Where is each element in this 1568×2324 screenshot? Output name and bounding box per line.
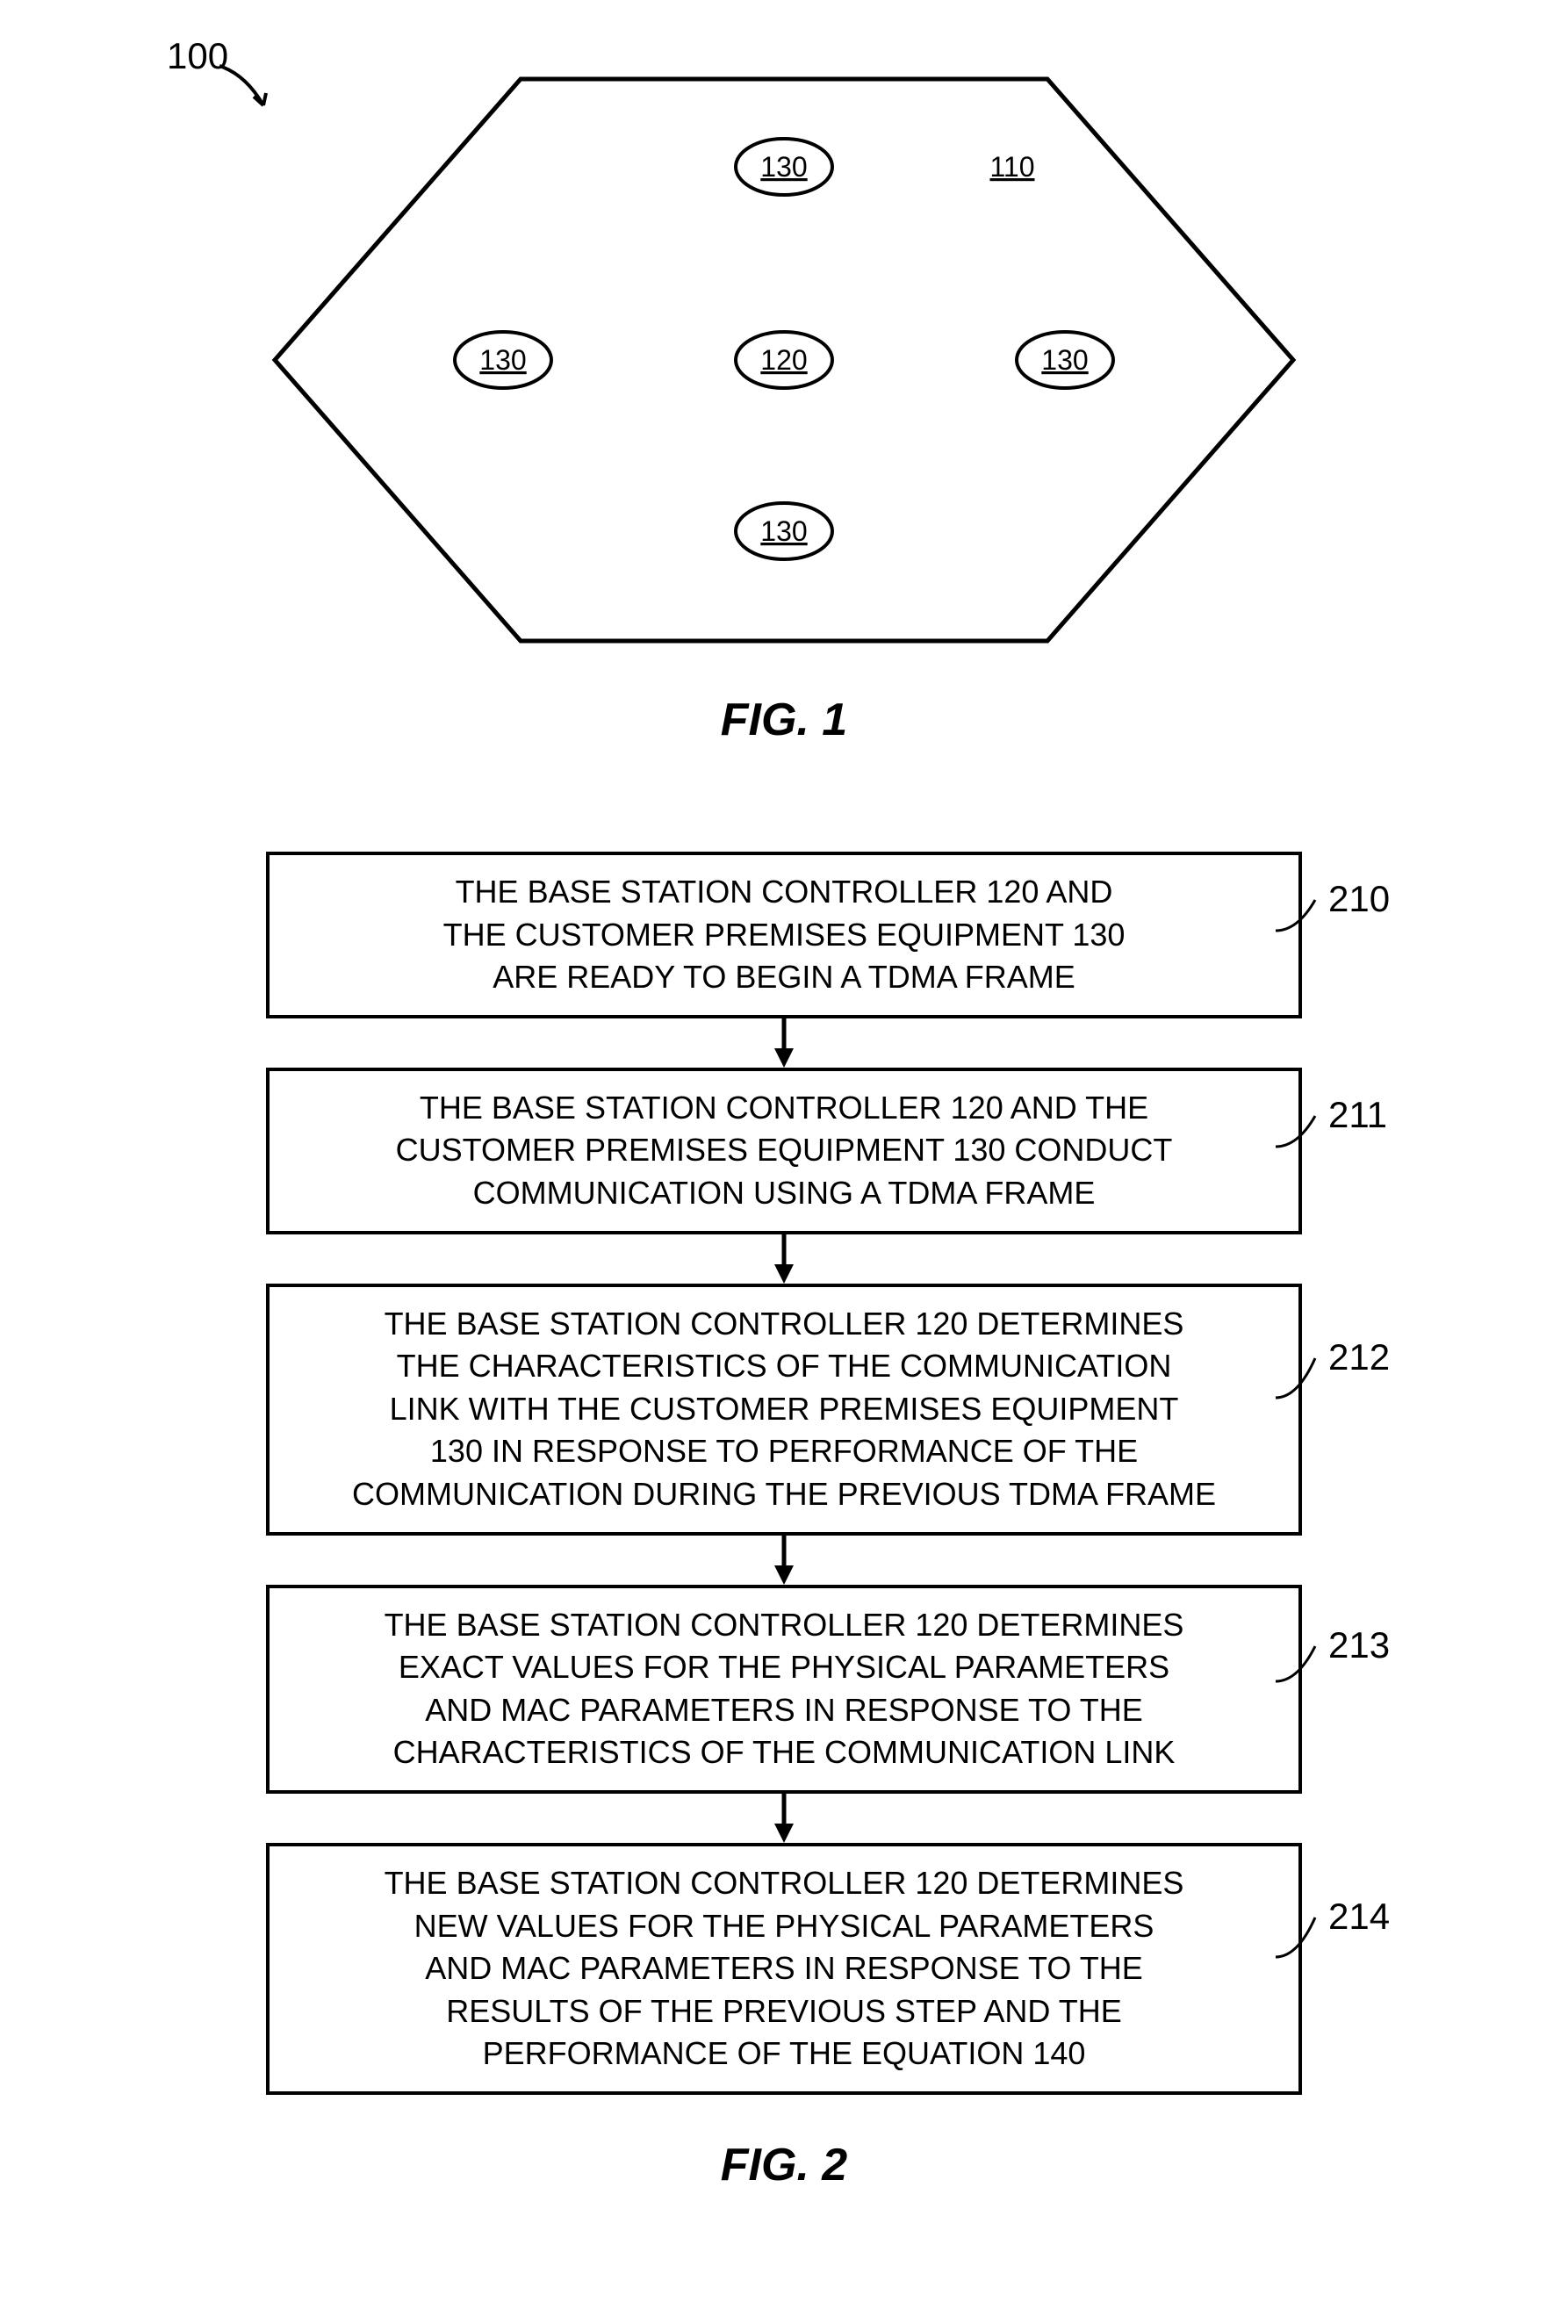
cpe-label-top: 130 <box>760 151 807 183</box>
bsc-label: 120 <box>760 344 807 376</box>
arrow-211-212 <box>766 1234 802 1284</box>
step-ref-210: 210 <box>1328 878 1390 920</box>
arrow-212-213 <box>766 1536 802 1585</box>
step-212-line-2: LINK WITH THE CUSTOMER PREMISES EQUIPMEN… <box>296 1388 1272 1431</box>
leader-arrow-100 <box>215 61 294 123</box>
flow-row-213: THE BASE STATION CONTROLLER 120 DETERMIN… <box>35 1585 1533 1794</box>
step-212-line-3: 130 IN RESPONSE TO PERFORMANCE OF THE <box>296 1430 1272 1473</box>
step-214-line-2: AND MAC PARAMETERS IN RESPONSE TO THE <box>296 1947 1272 1990</box>
fig1-caption: FIG. 1 <box>721 694 847 746</box>
arrow-213-214 <box>766 1794 802 1843</box>
step-210-line-2: ARE READY TO BEGIN A TDMA FRAME <box>296 956 1272 999</box>
step-212-line-1: THE CHARACTERISTICS OF THE COMMUNICATION <box>296 1345 1272 1388</box>
step-210-line-1: THE CUSTOMER PREMISES EQUIPMENT 130 <box>296 914 1272 957</box>
flow-box-212: THE BASE STATION CONTROLLER 120 DETERMIN… <box>266 1284 1302 1536</box>
figure-2: THE BASE STATION CONTROLLER 120 AND THE … <box>35 852 1533 2191</box>
flow-row-210: THE BASE STATION CONTROLLER 120 AND THE … <box>35 852 1533 1018</box>
step-ref-214: 214 <box>1328 1896 1390 1938</box>
arrow-210-211 <box>766 1018 802 1068</box>
fig1-wrapper: 100 130 110 130 120 130 <box>35 53 1533 667</box>
hexagon-cell: 130 110 130 120 130 130 <box>187 53 1381 667</box>
system-ref-label: 100 <box>167 35 228 77</box>
flow-row-214: THE BASE STATION CONTROLLER 120 DETERMIN… <box>35 1843 1533 2095</box>
step-213-line-0: THE BASE STATION CONTROLLER 120 DETERMIN… <box>296 1604 1272 1647</box>
step-211-line-1: CUSTOMER PREMISES EQUIPMENT 130 CONDUCT <box>296 1129 1272 1172</box>
flow-box-211: THE BASE STATION CONTROLLER 120 AND THE … <box>266 1068 1302 1234</box>
flow-row-212: THE BASE STATION CONTROLLER 120 DETERMIN… <box>35 1284 1533 1536</box>
step-211-line-2: COMMUNICATION USING A TDMA FRAME <box>296 1172 1272 1215</box>
flow-box-213: THE BASE STATION CONTROLLER 120 DETERMIN… <box>266 1585 1302 1794</box>
fig2-caption: FIG. 2 <box>721 2139 847 2191</box>
step-214-line-1: NEW VALUES FOR THE PHYSICAL PARAMETERS <box>296 1905 1272 1948</box>
step-ref-211: 211 <box>1328 1094 1387 1136</box>
step-214-line-4: PERFORMANCE OF THE EQUATION 140 <box>296 2033 1272 2076</box>
step-213-line-2: AND MAC PARAMETERS IN RESPONSE TO THE <box>296 1689 1272 1732</box>
flow-row-211: THE BASE STATION CONTROLLER 120 AND THE … <box>35 1068 1533 1234</box>
flow-box-214: THE BASE STATION CONTROLLER 120 DETERMIN… <box>266 1843 1302 2095</box>
step-213-line-3: CHARACTERISTICS OF THE COMMUNICATION LIN… <box>296 1731 1272 1774</box>
cpe-label-left: 130 <box>479 344 526 376</box>
step-211-line-0: THE BASE STATION CONTROLLER 120 AND THE <box>296 1087 1272 1130</box>
step-212-line-4: COMMUNICATION DURING THE PREVIOUS TDMA F… <box>296 1473 1272 1516</box>
step-ref-212: 212 <box>1328 1336 1390 1378</box>
step-212-line-0: THE BASE STATION CONTROLLER 120 DETERMIN… <box>296 1303 1272 1346</box>
step-214-line-3: RESULTS OF THE PREVIOUS STEP AND THE <box>296 1990 1272 2033</box>
cpe-label-bottom: 130 <box>760 515 807 547</box>
cpe-label-right: 130 <box>1041 344 1088 376</box>
flow-box-210: THE BASE STATION CONTROLLER 120 AND THE … <box>266 852 1302 1018</box>
step-213-line-1: EXACT VALUES FOR THE PHYSICAL PARAMETERS <box>296 1646 1272 1689</box>
step-214-line-0: THE BASE STATION CONTROLLER 120 DETERMIN… <box>296 1862 1272 1905</box>
step-ref-213: 213 <box>1328 1624 1390 1666</box>
figure-1: 100 130 110 130 120 130 <box>35 53 1533 746</box>
cell-ref-label: 110 <box>989 151 1034 183</box>
flowchart: THE BASE STATION CONTROLLER 120 AND THE … <box>35 852 1533 2095</box>
step-210-line-0: THE BASE STATION CONTROLLER 120 AND <box>296 871 1272 914</box>
